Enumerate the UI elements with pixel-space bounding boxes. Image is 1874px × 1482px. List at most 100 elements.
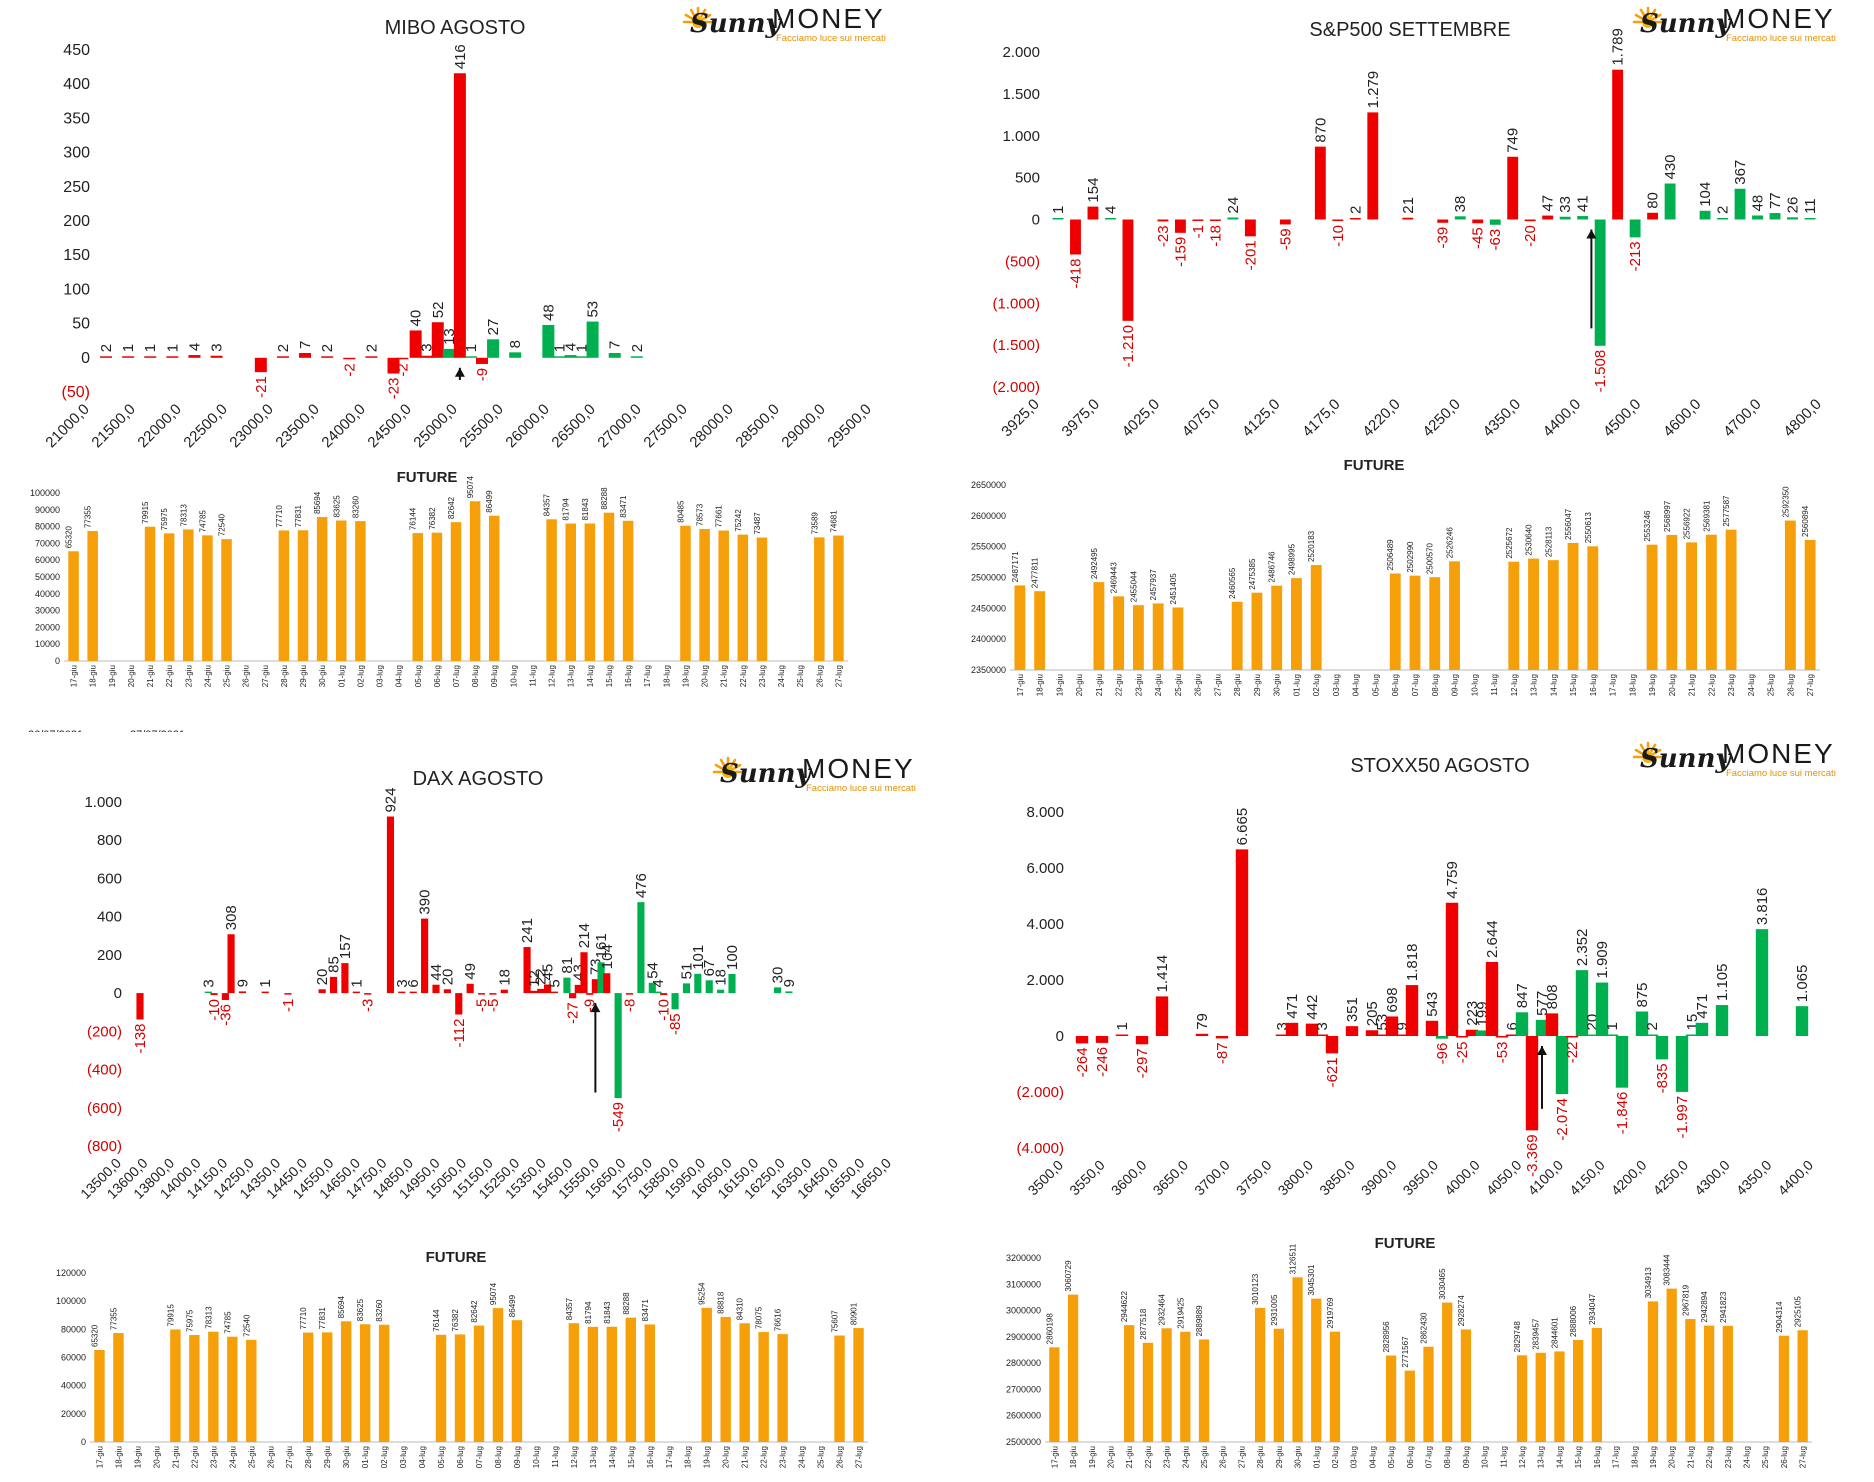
future-bar (1528, 558, 1539, 670)
future-bar-label: 2931005 (1270, 1294, 1279, 1326)
option-bar (1505, 1034, 1519, 1036)
date-tick-label: 08-lug (1443, 1446, 1452, 1468)
date-tick-label: 29-giu (1253, 674, 1262, 696)
y-tick-label: 8.000 (1026, 804, 1064, 821)
x-tick-label: 23500,0 (272, 401, 322, 451)
option-bar (254, 357, 267, 373)
y-tick-label: (1.000) (992, 295, 1040, 312)
date-tick-label: 23-giu (1163, 1446, 1172, 1468)
future-bar-label: 75975 (185, 1309, 194, 1332)
bar-value-label: 924 (382, 787, 399, 812)
future-bar (777, 1334, 788, 1442)
option-bar (1595, 982, 1609, 1036)
date-tick-label: 23-giu (1134, 674, 1143, 696)
chart-future_sp500: FUTURE 2650000 2600000 2550000 2500000 245000… (971, 457, 1820, 696)
date-tick-label: 04-lug (1368, 1446, 1377, 1468)
future-bar-label: 83260 (351, 495, 360, 518)
future-bar-label: 73487 (753, 512, 762, 535)
chart-title: DAX AGOSTO (413, 768, 544, 790)
bar-value-label: -9 (474, 368, 491, 381)
future-bar (221, 539, 232, 661)
date-tick-label: 17-giu (1016, 674, 1025, 696)
future-bar-label: 80485 (676, 500, 685, 523)
y-tick-label: 400 (97, 909, 122, 926)
bar-value-label: 205 (1364, 1001, 1381, 1026)
bar-value-label: 3 (394, 979, 411, 987)
y-tick-label: 2500000 (971, 573, 1006, 583)
option-bar (1445, 902, 1459, 1036)
future-bar-label: 81794 (584, 1301, 593, 1324)
option-bar (1507, 156, 1519, 220)
option-bar (1594, 219, 1606, 346)
future-bar-label: 77661 (715, 505, 724, 528)
option-bar (1472, 219, 1484, 224)
bar-value-label: 6.665 (1234, 808, 1251, 846)
option-bar (553, 356, 566, 358)
bar-value-label: 85 (326, 956, 343, 973)
bar-value-label: 161 (593, 933, 610, 958)
bar-value-label: -3.369 (1524, 1134, 1541, 1177)
option-bar (1195, 1033, 1209, 1036)
date-tick-label: 27-giu (285, 1446, 294, 1468)
bar-value-label: -1.846 (1614, 1092, 1631, 1135)
future-bar (87, 531, 98, 661)
future-bar (699, 528, 710, 661)
bar-value-label: 22 (533, 968, 550, 985)
option-bar (221, 993, 229, 1000)
bar-value-label: -1 (1190, 225, 1207, 238)
future-bar-label: 2888006 (1569, 1305, 1578, 1337)
option-bar (1174, 219, 1186, 233)
date-tick-label: 21-lug (741, 1446, 750, 1468)
date-tick-label: 22-lug (760, 1446, 769, 1468)
option-bar (1349, 218, 1361, 220)
future-bar (1429, 577, 1441, 670)
y-tick-label: 80000 (61, 1324, 86, 1334)
future-bar-label: 2877518 (1139, 1308, 1148, 1340)
future-bar (278, 530, 290, 661)
y-tick-label: 2450000 (971, 603, 1006, 613)
x-tick-label: 4220,0 (1359, 396, 1403, 440)
date-tick-label: 29-giu (299, 665, 308, 687)
option-bar (586, 993, 594, 995)
date-tick-label: 23-giu (209, 1446, 218, 1468)
option-bar (443, 989, 451, 994)
bar-value-label: 2 (363, 344, 380, 352)
future-bar-label: 3045301 (1307, 1264, 1316, 1296)
option-bar (1305, 1023, 1319, 1036)
option-bar (204, 991, 212, 994)
date-tick-label: 24-giu (1181, 1446, 1190, 1468)
arrow-head (1586, 229, 1597, 239)
sun-ray (1652, 748, 1662, 755)
y-tick-label: (400) (87, 1062, 122, 1079)
future-bar (739, 1323, 750, 1442)
bar-value-label: 2 (98, 344, 115, 352)
future-bar-label: 2560894 (1801, 505, 1810, 537)
y-tick-label: 800 (97, 832, 122, 849)
future-bar-label: 81843 (603, 1301, 612, 1324)
date-tick-label: 13-lug (1530, 674, 1539, 696)
date-tick-label: 12-lug (548, 665, 557, 687)
future-bar (1547, 560, 1559, 670)
x-tick-label: 4400,0 (1540, 396, 1584, 440)
bar-value-label: 45 (540, 964, 557, 981)
date-tick-label: 25-lug (796, 665, 805, 687)
future-bar (833, 535, 844, 661)
bar-value-label: 7 (297, 341, 314, 349)
bar-value-label: 2 (629, 344, 646, 352)
date-tick-label: 19-lug (681, 665, 690, 687)
y-tick-label: 100 (63, 281, 90, 298)
bar-value-label: 6 (1504, 1022, 1521, 1030)
option-bar (464, 356, 477, 358)
future-bar (814, 537, 825, 661)
bar-value-label: 808 (1544, 984, 1561, 1009)
sun-ray (700, 8, 707, 18)
option-bar (365, 356, 378, 358)
bar-value-label: 51 (678, 963, 695, 980)
future-bar-label: 2451405 (1169, 573, 1178, 605)
future-bar-label: 76382 (428, 507, 437, 530)
y-tick-label: (600) (87, 1100, 122, 1117)
bar-value-label: -23 (386, 378, 403, 400)
date-tick-label: 16-lug (1593, 1446, 1602, 1468)
date-tick-label: 12-lug (1510, 674, 1519, 696)
